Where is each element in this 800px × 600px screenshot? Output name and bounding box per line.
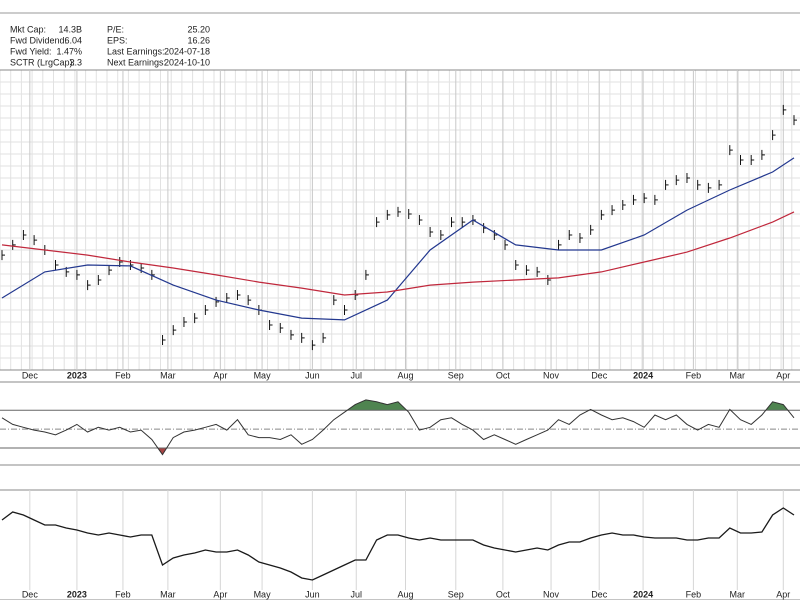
x-tick-label: Sep xyxy=(448,589,464,599)
grid: Dec Dec 2023 2023 Feb Feb Mar Mar Apr Apr May May Ju… xyxy=(0,69,800,600)
x-tick-label: Dec xyxy=(591,589,608,599)
moving-average xyxy=(1,157,795,321)
x-tick-label: 2024 xyxy=(633,370,653,380)
info-value: 6.04 xyxy=(64,35,82,45)
info-value: 16.26 xyxy=(187,35,210,45)
x-tick-label: Apr xyxy=(213,589,227,599)
x-tick-label: Jun xyxy=(305,589,320,599)
x-tick-label: Apr xyxy=(776,589,790,599)
x-tick-label: Mar xyxy=(160,589,176,599)
x-tick-label: Oct xyxy=(496,589,511,599)
x-tick-label: Jul xyxy=(351,589,363,599)
info-value: 2024-10-10 xyxy=(164,57,210,67)
x-tick-label: 2023 xyxy=(67,370,87,380)
x-tick-label: Oct xyxy=(496,370,511,380)
rsi-line xyxy=(1,399,795,456)
rsi-panel xyxy=(0,399,800,456)
x-tick-label: 2023 xyxy=(67,589,87,599)
info-value: 25.20 xyxy=(187,24,210,34)
moving-average xyxy=(1,211,795,296)
info-label: Mkt Cap: xyxy=(10,24,46,34)
info-value: 3.3 xyxy=(69,57,82,67)
x-tick-label: Apr xyxy=(213,370,227,380)
info-label: Fwd Yield: xyxy=(10,46,52,56)
x-tick-label: Dec xyxy=(591,370,608,380)
info-label: Next Earnings: xyxy=(107,57,166,67)
x-tick-label: Dec xyxy=(22,370,39,380)
indicator-line xyxy=(1,507,795,581)
info-value: 14.3B xyxy=(58,24,82,34)
marks xyxy=(0,104,800,581)
info-value: 2024-07-18 xyxy=(164,46,210,56)
x-tick-label: Nov xyxy=(543,589,560,599)
x-tick-label: Apr xyxy=(776,370,790,380)
x-tick-label: Mar xyxy=(730,370,746,380)
info-label: Last Earnings: xyxy=(107,46,165,56)
x-tick-label: May xyxy=(254,589,272,599)
x-tick-label: 2024 xyxy=(633,589,653,599)
x-tick-label: Feb xyxy=(115,370,131,380)
info-label: SCTR (LrgCap): xyxy=(10,57,75,67)
info-value: 1.47% xyxy=(56,46,82,56)
x-tick-label: Aug xyxy=(397,589,413,599)
x-tick-label: Mar xyxy=(730,589,746,599)
x-tick-label: Mar xyxy=(160,370,176,380)
x-tick-label: May xyxy=(254,370,272,380)
x-tick-label: Jul xyxy=(351,370,363,380)
info-label: EPS: xyxy=(107,35,128,45)
x-tick-label: Aug xyxy=(397,370,413,380)
overbought-fill xyxy=(2,399,794,411)
info-label: P/E: xyxy=(107,24,124,34)
x-tick-label: Jun xyxy=(305,370,320,380)
x-tick-label: Dec xyxy=(22,589,39,599)
x-tick-label: Sep xyxy=(448,370,464,380)
x-tick-label: Feb xyxy=(686,370,702,380)
x-tick-label: Nov xyxy=(543,370,560,380)
x-tick-label: Feb xyxy=(686,589,702,599)
x-tick-label: Feb xyxy=(115,589,131,599)
info-label: Fwd Dividend: xyxy=(10,35,67,45)
